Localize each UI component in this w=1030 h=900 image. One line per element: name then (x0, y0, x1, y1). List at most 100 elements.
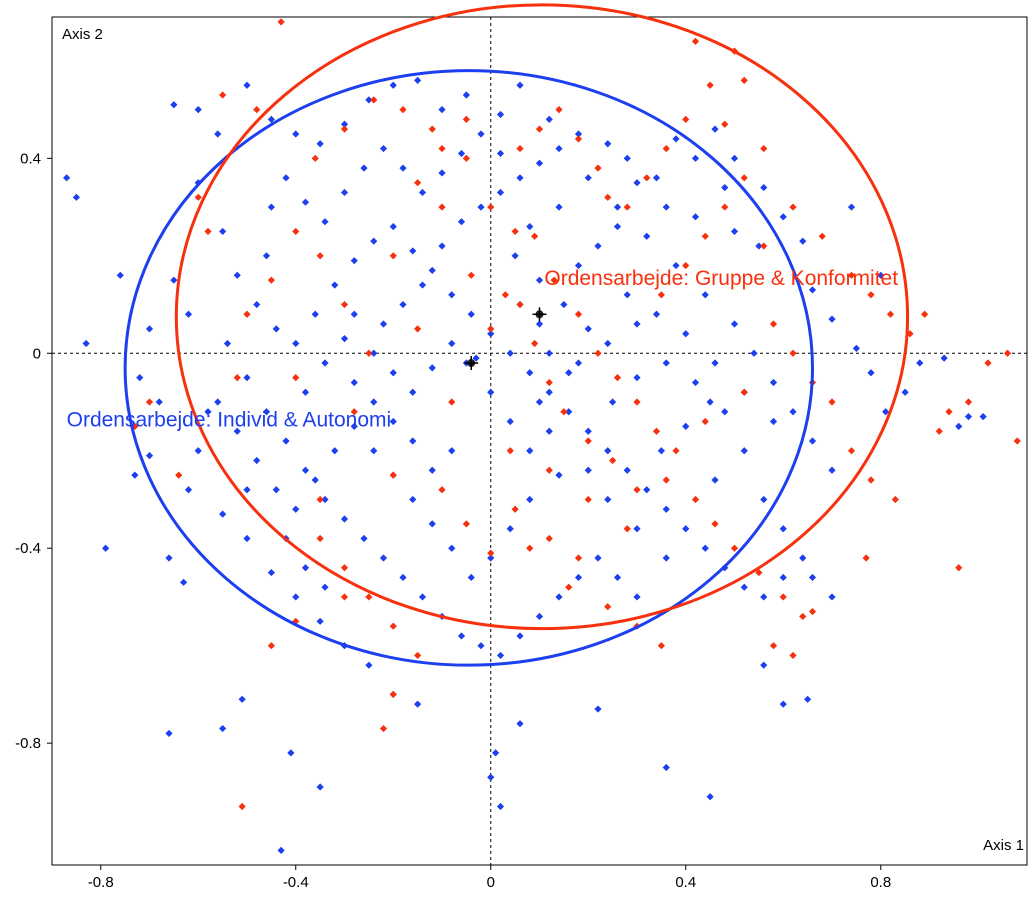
data-point (301, 388, 310, 396)
data-point (1013, 437, 1021, 445)
data-point (604, 140, 612, 148)
data-point (414, 700, 422, 708)
data-point (740, 388, 748, 396)
data-point (511, 252, 519, 260)
confidence-ellipses (123, 3, 910, 667)
data-point (574, 573, 583, 582)
data-point (711, 476, 719, 484)
data-point (477, 642, 485, 650)
data-point (740, 174, 748, 182)
data-point (828, 466, 836, 474)
data-point (136, 374, 144, 382)
data-point (170, 276, 178, 284)
data-point (175, 471, 183, 479)
data-point (516, 300, 524, 309)
data-point (204, 227, 212, 236)
data-point (496, 110, 505, 119)
data-point (457, 149, 466, 158)
group-labels: Ordensarbejde: Gruppe & Konformitet Orden… (67, 267, 899, 431)
data-point (496, 651, 505, 660)
data-point (438, 242, 446, 250)
data-point (145, 325, 154, 333)
data-point (584, 466, 592, 474)
data-point (516, 174, 524, 182)
data-point (448, 339, 456, 348)
data-point (550, 276, 558, 284)
data-point (584, 495, 592, 504)
data-point (287, 749, 295, 757)
data-point (574, 554, 583, 562)
data-point (847, 447, 856, 455)
data-point (370, 398, 378, 406)
data-point (711, 125, 719, 133)
data-point (755, 568, 763, 577)
y-tick-label: -0.4 (15, 540, 41, 557)
data-point (448, 447, 456, 455)
data-point (613, 222, 622, 231)
data-point (448, 291, 456, 299)
data-point (267, 568, 275, 577)
data-point (340, 188, 349, 197)
data-point (672, 447, 680, 455)
data-point (609, 398, 617, 406)
data-point (428, 466, 436, 474)
x-tick-label: 0.4 (675, 874, 696, 891)
data-point (72, 193, 80, 201)
data-point (389, 417, 397, 426)
data-point (379, 724, 388, 733)
data-point (316, 495, 324, 504)
data-point (262, 252, 271, 260)
data-point (238, 695, 246, 703)
data-point (804, 695, 812, 703)
data-point (584, 325, 592, 333)
data-point (769, 642, 778, 650)
data-point (219, 227, 227, 236)
series-points-0 (63, 76, 987, 854)
data-point (730, 544, 739, 552)
data-point (389, 471, 397, 479)
data-point (623, 203, 631, 211)
data-point (652, 174, 661, 182)
data-point (457, 218, 466, 226)
data-point (535, 125, 544, 133)
data-point (219, 510, 227, 518)
data-point (721, 183, 729, 192)
data-point (350, 257, 358, 265)
data-point (779, 593, 787, 601)
data-point (852, 344, 860, 353)
data-point (301, 466, 310, 474)
data-point (219, 724, 227, 733)
data-point (506, 417, 514, 426)
data-point (604, 339, 612, 348)
data-point (643, 232, 651, 240)
data-point (467, 573, 475, 582)
data-point (506, 349, 514, 357)
data-point (721, 120, 729, 128)
data-point (414, 325, 422, 333)
data-point (662, 359, 670, 367)
data-point (63, 174, 71, 182)
data-point (555, 203, 563, 211)
data-point (862, 554, 870, 562)
data-point (779, 573, 787, 582)
data-point (340, 335, 349, 343)
data-point (360, 534, 368, 543)
data-point (428, 125, 436, 133)
data-point (964, 398, 973, 406)
data-point (955, 564, 963, 572)
data-point (214, 130, 222, 138)
data-point (282, 174, 290, 182)
group-ellipse-0 (123, 69, 814, 667)
data-point (662, 554, 670, 562)
data-point (955, 422, 963, 430)
data-point (399, 300, 407, 309)
data-point (292, 339, 300, 348)
data-point (691, 154, 700, 162)
data-point (808, 573, 817, 582)
data-point (428, 266, 436, 275)
data-point (604, 447, 612, 455)
data-point (594, 349, 602, 357)
data-point (487, 773, 495, 781)
data-point (574, 261, 583, 270)
data-point (516, 81, 524, 89)
